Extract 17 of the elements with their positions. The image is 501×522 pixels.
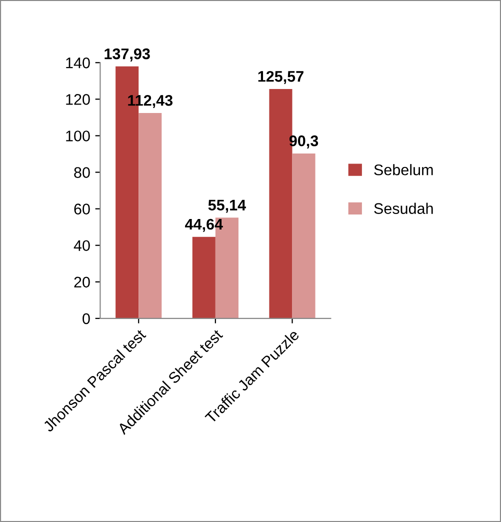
- bar: [192, 236, 216, 318]
- legend-label: Sebelum: [374, 164, 433, 176]
- y-tick-label: 120: [66, 94, 90, 105]
- legend-label: Sesudah: [374, 202, 433, 214]
- data-label: 137,93: [104, 48, 150, 62]
- y-tick-label: 100: [66, 130, 90, 142]
- y-tick-label: 20: [74, 276, 90, 288]
- y-tick-label: 140: [66, 58, 90, 68]
- data-label: 44,64: [185, 218, 223, 232]
- y-tick-label: 40: [74, 240, 90, 252]
- data-label: 125,57: [258, 71, 304, 84]
- data-label: 55,14: [208, 200, 246, 213]
- y-tick-label: 0: [82, 313, 90, 324]
- y-tick-label: 60: [74, 204, 90, 214]
- y-tick-label: 80: [74, 167, 90, 178]
- bar: [138, 113, 162, 318]
- bar: [292, 153, 316, 318]
